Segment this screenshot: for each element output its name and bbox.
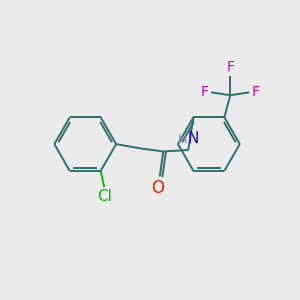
Text: F: F <box>226 60 234 74</box>
Text: F: F <box>201 85 209 99</box>
Text: Cl: Cl <box>97 189 112 204</box>
Text: O: O <box>152 179 164 197</box>
Text: H: H <box>178 134 187 146</box>
Text: N: N <box>187 131 199 146</box>
Text: F: F <box>251 85 260 99</box>
